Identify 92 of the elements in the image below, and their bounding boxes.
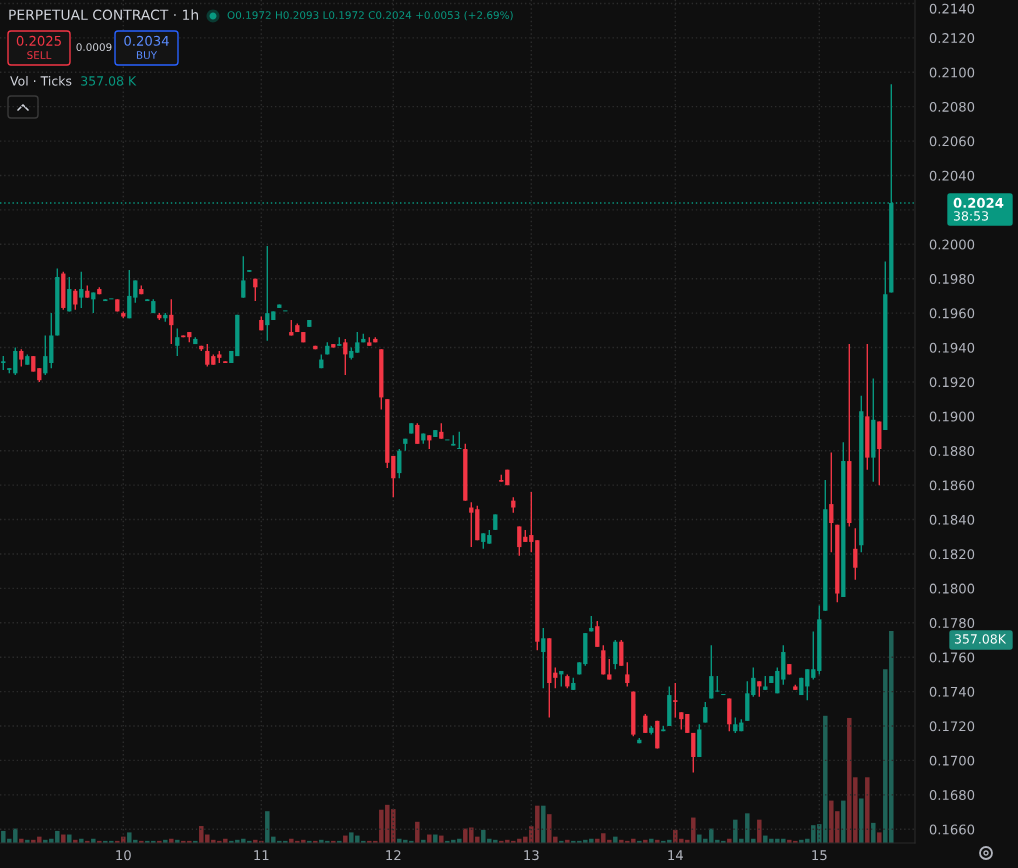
candlestick: [811, 630, 816, 681]
annotation: 0.2034: [124, 35, 169, 46]
candlestick: [415, 422, 420, 445]
annotation: BUY: [136, 51, 158, 60]
x-tick-label: 10: [116, 850, 131, 861]
candlestick: [553, 666, 558, 689]
bar: [757, 819, 762, 843]
candlestick: [673, 682, 678, 719]
candlestick: [853, 527, 858, 581]
y-tick-label: 0.1980: [929, 273, 975, 284]
bar: [841, 800, 846, 843]
x-tick-label: 14: [668, 850, 683, 860]
candlestick: [541, 627, 546, 689]
candlestick: [703, 701, 708, 724]
y-tick-label: 0.2120: [929, 33, 975, 44]
y-tick-label: 0.1720: [929, 721, 975, 732]
candlestick: [469, 501, 474, 548]
candlestick: [607, 658, 612, 681]
annotation: 0.2025: [16, 35, 61, 46]
candlestick: [829, 451, 834, 553]
annotation: 0.0009: [76, 43, 112, 52]
annotation: O0.1972 H0.2093 L0.1972 C0.2024 +0.0053 (+2.69%): [227, 10, 513, 21]
bar: [439, 835, 444, 843]
bar: [427, 834, 432, 843]
bar: [343, 835, 348, 843]
y-tick-label: 0.1880: [929, 445, 975, 456]
x-tick-label: 12: [386, 850, 401, 860]
candlestick: [127, 269, 132, 319]
bar: [433, 834, 438, 843]
candlestick: [79, 271, 84, 309]
y-tick-label: 0.2140: [929, 3, 975, 14]
y-tick-label: 0.1960: [929, 308, 975, 319]
candlestick: [67, 276, 72, 313]
bar: [859, 798, 864, 843]
y-tick-label: 0.2040: [929, 170, 975, 181]
bar: [61, 834, 66, 843]
bar: [871, 822, 876, 843]
bar: [415, 821, 420, 843]
candlestick: [355, 331, 360, 354]
candlestick: [751, 666, 756, 698]
candlestick: [205, 343, 210, 368]
candlestick: [133, 279, 138, 304]
candlestick: [517, 525, 522, 557]
candlestick: [43, 334, 48, 376]
bar: [541, 805, 546, 843]
candlestick: [265, 245, 270, 342]
candlestick: [391, 455, 396, 498]
candlestick: [805, 668, 810, 701]
candlestick: [613, 639, 618, 670]
y-tick-label: 0.1860: [929, 480, 975, 491]
text: 38:53: [953, 211, 989, 221]
y-tick-label: 0.2000: [929, 239, 975, 250]
y-tick-label: 0.1780: [929, 618, 975, 628]
y-tick-label: 0.1800: [929, 583, 975, 594]
candlestick: [175, 327, 180, 357]
y-tick-label: 0.1920: [929, 377, 975, 388]
text: PERPETUAL CONTRACT · 1h: [9, 9, 198, 21]
x-tick-label: 13: [524, 850, 539, 861]
y-tick-label: 0.1840: [929, 514, 975, 525]
candlestick: [529, 491, 534, 553]
y-tick-label: 0.1820: [929, 549, 975, 560]
candlestick: [343, 338, 348, 376]
y-tick-label: 0.1740: [929, 686, 975, 697]
chart-title: Vol · Ticks: [10, 75, 72, 86]
annotation: SELL: [27, 51, 52, 60]
candlestick: [643, 713, 648, 734]
y-tick-label: 0.1900: [929, 411, 975, 422]
candlestick: [241, 255, 246, 299]
y-tick-label: 0.1760: [929, 652, 975, 663]
candlestick: [709, 644, 714, 700]
text: 357.08K: [954, 634, 1007, 644]
bar: [67, 834, 72, 843]
x-tick-label: 11: [254, 850, 269, 860]
candlestick: [13, 346, 18, 376]
y-tick-label: 0.1660: [929, 824, 975, 835]
y-tick-label: 0.2100: [929, 67, 975, 78]
annotation: 357.08 K: [81, 76, 137, 86]
y-tick-label: 0.2060: [929, 136, 975, 147]
bar: [877, 832, 882, 843]
y-tick-label: 0.1940: [929, 342, 975, 353]
candlestick: [91, 291, 96, 314]
y-tick-label: 0.2080: [929, 101, 975, 112]
candlestick: [595, 620, 600, 648]
x-tick-label: 15: [812, 850, 827, 861]
candlestick: [73, 288, 78, 311]
bar: [865, 777, 870, 843]
candlestick: [625, 661, 630, 688]
y-tick-label: 0.1680: [929, 790, 975, 801]
ref-line-label: 0.2024: [953, 197, 1004, 208]
y-tick-label: 0.1700: [929, 755, 975, 766]
candlestick: [775, 666, 780, 695]
candlestick: [397, 448, 402, 479]
